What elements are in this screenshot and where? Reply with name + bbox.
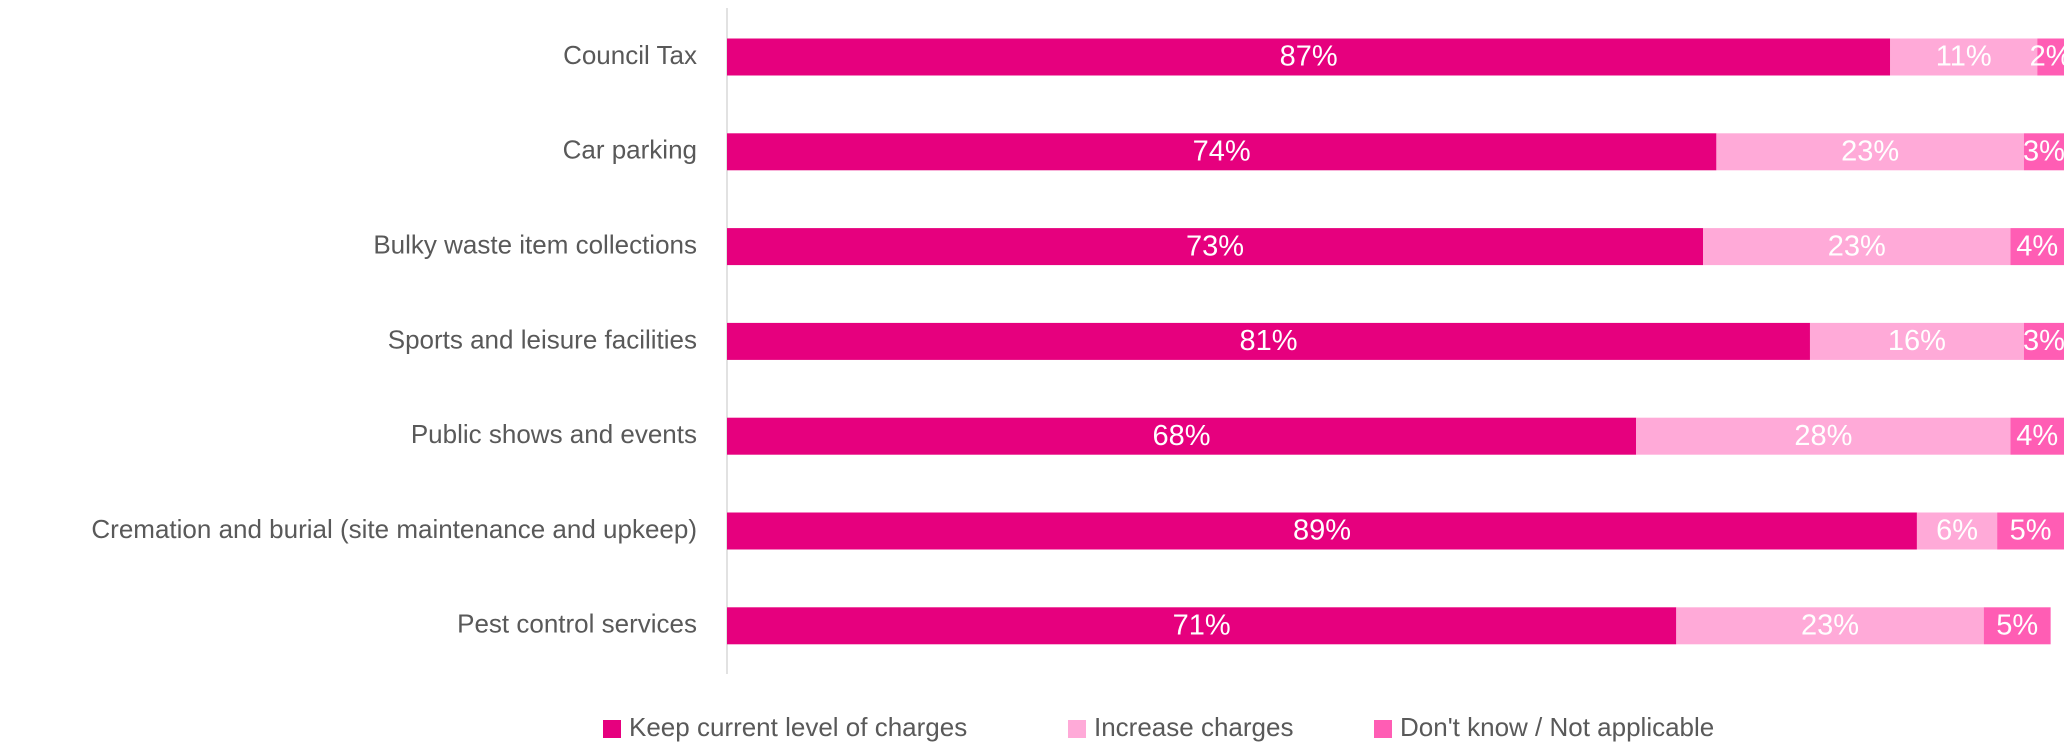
data-label: 71% [1173,609,1231,641]
data-label: 81% [1239,325,1297,357]
category-label: Sports and leisure facilities [388,324,697,354]
data-label: 68% [1153,420,1211,452]
data-label: 3% [2023,135,2064,167]
data-label: 16% [1888,325,1946,357]
category-label: Car parking [563,135,697,165]
bar-segment [1676,607,1984,645]
bar-segment [1916,512,1998,550]
bar-segment [1890,38,2038,76]
bar-segment [2023,133,2064,171]
data-label: 4% [2016,420,2058,452]
data-label: 74% [1193,135,1251,167]
legend-swatch [1374,720,1392,738]
category-label: Cremation and burial (site maintenance a… [91,514,697,544]
data-label: 23% [1801,609,1859,641]
data-label: 5% [1996,609,2038,641]
bar-segment [1716,133,2024,171]
data-label: 4% [2016,230,2058,262]
legend-swatch [603,720,621,738]
data-label: 11% [1936,41,1992,73]
category-label: Public shows and events [411,419,697,449]
data-label: 5% [2010,515,2052,547]
bar-segment [2010,417,2064,455]
legend-label: Keep current level of charges [629,712,967,742]
data-label: 2% [2030,41,2064,73]
legend-label: Don't know / Not applicable [1400,712,1714,742]
legend-swatch [1068,720,1086,738]
bar-segment [727,38,1891,76]
bar-segment [1703,228,2011,266]
data-label: 73% [1186,230,1244,262]
bar-segment [1997,512,2064,550]
bar-segment [727,322,1810,360]
bar-segment [727,228,1704,266]
data-label: 23% [1828,230,1886,262]
bar-segment [727,607,1677,645]
data-label: 6% [1936,515,1978,547]
bar-segment [2010,228,2064,266]
bar-segment [1809,322,2024,360]
category-label: Pest control services [457,609,697,639]
data-label: 89% [1293,515,1351,547]
data-label: 28% [1794,420,1852,452]
data-label: 23% [1841,135,1899,167]
bar-segment [1636,417,2011,455]
bar-segment [727,133,1717,171]
bar-segment [1983,607,2051,645]
bar-segment [727,512,1917,550]
category-label: Bulky waste item collections [373,229,697,259]
category-label: Council Tax [563,40,697,70]
data-label: 87% [1280,41,1338,73]
bar-segment [727,417,1637,455]
data-label: 3% [2023,325,2064,357]
bar-segment [2037,38,2064,76]
bar-segment [2023,322,2064,360]
legend-label: Increase charges [1094,712,1293,742]
